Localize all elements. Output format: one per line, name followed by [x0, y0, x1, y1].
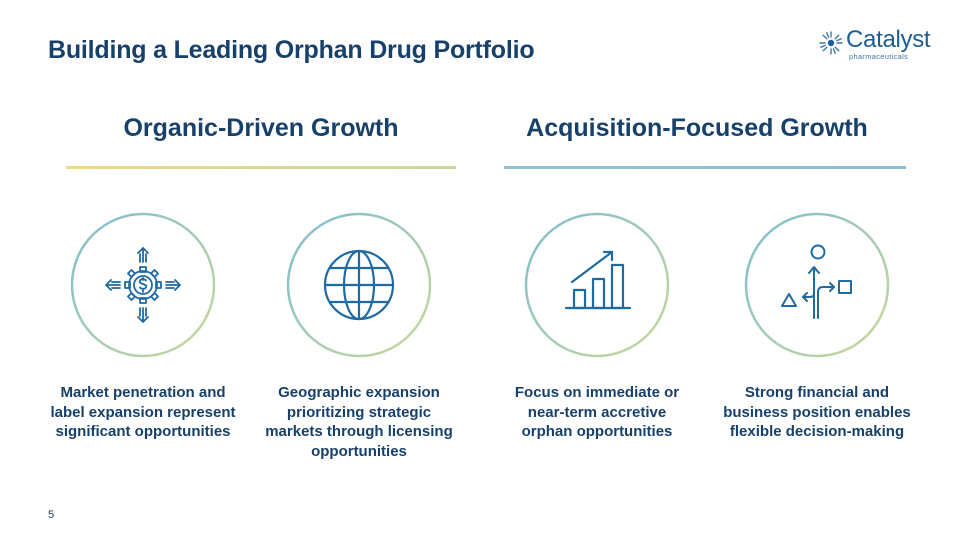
globe-icon — [323, 249, 395, 321]
logo-tagline: pharmaceuticals — [849, 52, 909, 61]
page-number: 5 — [48, 509, 55, 521]
gradient-ring — [286, 212, 432, 358]
sunburst-logo-icon — [819, 31, 843, 55]
gradient-ring — [70, 212, 216, 358]
gear-dollar-expansion-icon — [105, 247, 181, 323]
pillar-icon-circle-3 — [524, 212, 670, 358]
gradient-ring — [744, 212, 890, 358]
section-heading-organic: Organic-Driven Growth — [123, 114, 399, 142]
pillar-caption-1: Market penetration and label expansion r… — [50, 384, 236, 440]
pillar-icon-circle-2 — [286, 212, 432, 358]
section-divider-acquisition — [504, 166, 906, 169]
gradient-ring — [524, 212, 670, 358]
pillar-caption-4: Strong financial and business position e… — [723, 384, 911, 440]
company-logo: Catalyst pharmaceuticals — [818, 26, 933, 64]
bar-chart-growth-icon — [564, 250, 632, 310]
decision-path-icon — [781, 244, 852, 319]
section-divider-organic — [66, 166, 456, 169]
slide-title: Building a Leading Orphan Drug Portfolio — [48, 36, 535, 64]
pillar-icon-circle-1 — [70, 212, 216, 358]
section-heading-acquisition: Acquisition-Focused Growth — [526, 114, 868, 142]
pillar-icon-circle-4 — [744, 212, 890, 358]
logo-wordmark: Catalyst — [846, 26, 931, 53]
pillar-caption-3: Focus on immediate or near-term accretiv… — [514, 384, 680, 440]
pillar-caption-2: Geographic expansion prioritizing strate… — [265, 384, 453, 460]
